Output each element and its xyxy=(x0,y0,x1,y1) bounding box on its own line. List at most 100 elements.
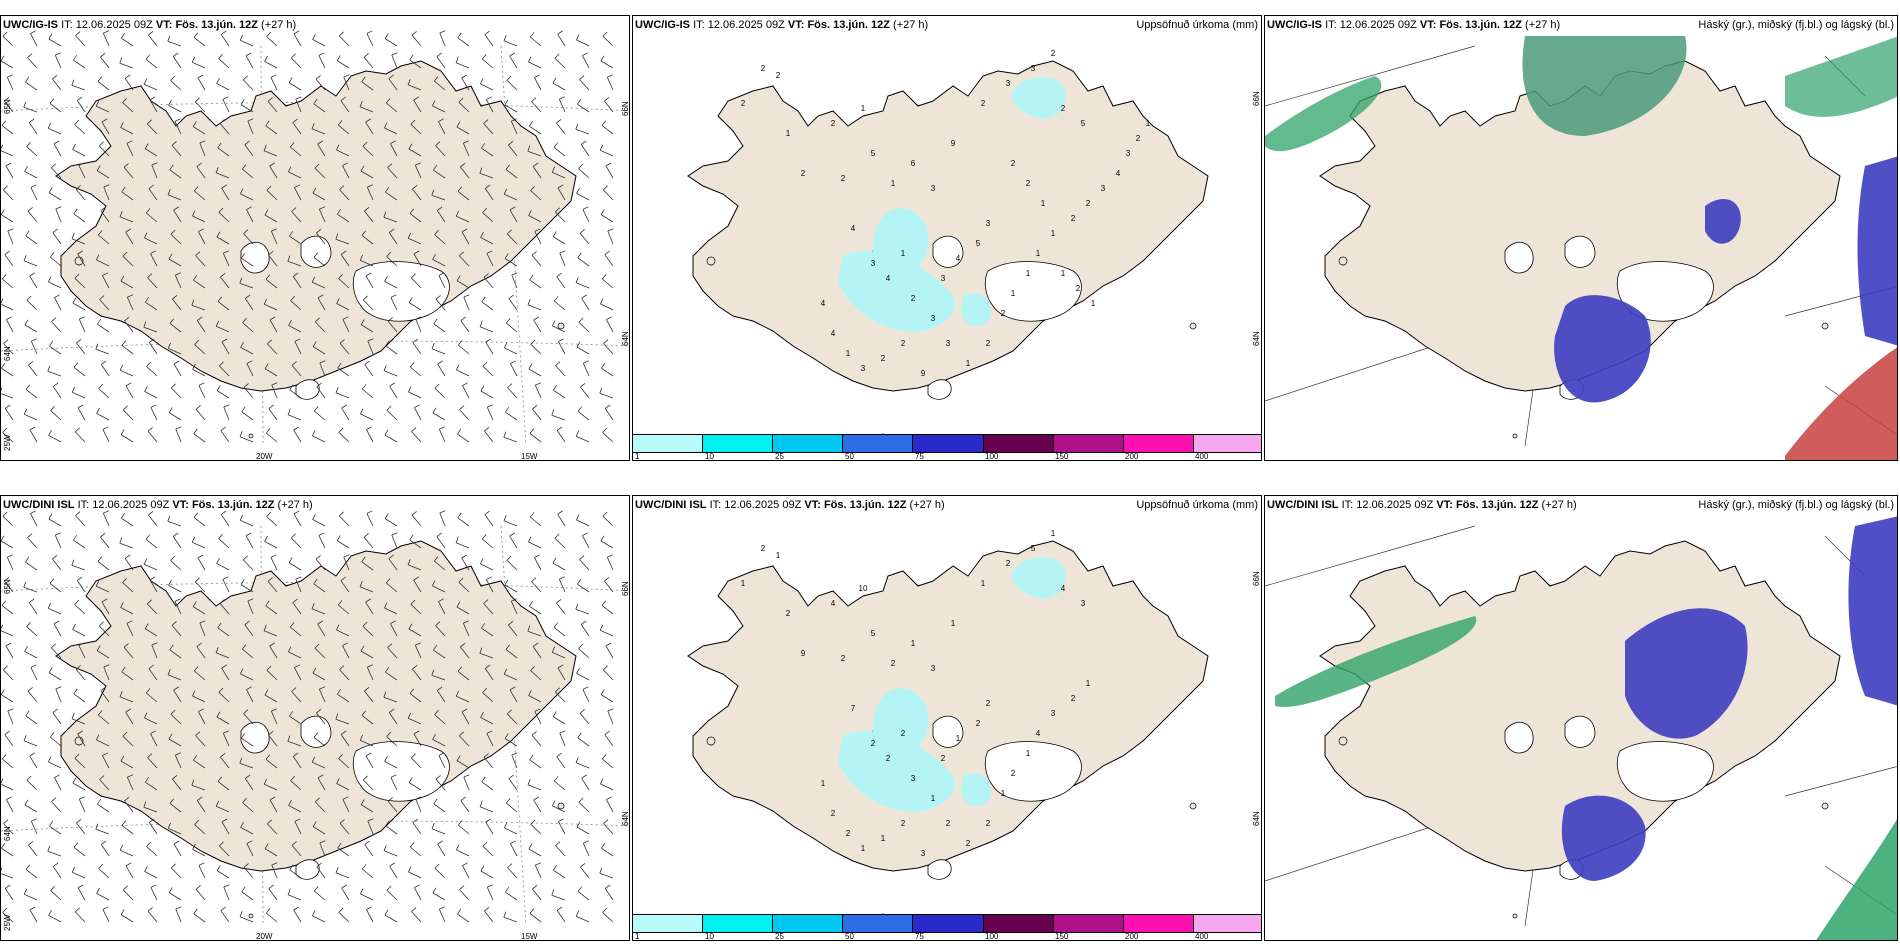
wind-barb xyxy=(553,296,566,311)
wind-barb xyxy=(50,405,62,421)
wind-barb xyxy=(1,55,14,69)
wind-barb xyxy=(527,625,542,637)
wind-barb xyxy=(553,622,566,637)
wind-barb xyxy=(216,865,230,879)
precip-value-label: 2 xyxy=(976,719,981,728)
precip-value-label: 4 xyxy=(886,274,891,283)
wind-barb xyxy=(481,534,494,549)
precip-value-label: 2 xyxy=(886,754,891,763)
wind-barb xyxy=(71,559,86,571)
colorbar-swatch xyxy=(703,915,774,932)
wind-barb xyxy=(604,730,614,747)
wind-barb xyxy=(439,30,446,47)
precip-value-label: 1 xyxy=(1091,299,1096,308)
wind-barb xyxy=(339,339,350,355)
wind-barb xyxy=(264,843,278,857)
wind-barb xyxy=(123,405,134,421)
wind-barb xyxy=(288,166,302,179)
wind-barb xyxy=(556,906,566,923)
wind-barb xyxy=(360,645,374,659)
wind-barb xyxy=(313,98,326,113)
lat-label-right-64n: 64N xyxy=(621,811,630,826)
precip-value-label: 2 xyxy=(986,699,991,708)
precip-value-label: 3 xyxy=(931,184,936,193)
precip-value-label: 3 xyxy=(1051,709,1056,718)
wind-barb xyxy=(312,667,326,681)
wind-barb xyxy=(269,316,278,333)
wind-barb xyxy=(408,386,422,399)
wind-barb xyxy=(435,775,446,791)
wind-barb xyxy=(49,820,62,835)
wind-barb xyxy=(119,537,134,549)
wind-barb xyxy=(383,691,398,703)
wind-barb xyxy=(196,316,206,333)
wind-barb xyxy=(527,779,542,791)
precip-value-label: 2 xyxy=(831,809,836,818)
wind-barb xyxy=(54,774,62,791)
wind-barb xyxy=(528,209,542,223)
precip-value-label: 4 xyxy=(831,599,836,608)
wind-barb xyxy=(287,255,302,267)
wind-barb xyxy=(124,74,134,91)
precip-value-label: 2 xyxy=(1011,159,1016,168)
lat-label-right-64n: 64N xyxy=(621,331,630,346)
wind-barb xyxy=(267,577,278,593)
wind-barb xyxy=(4,884,14,901)
wind-barb xyxy=(120,121,134,135)
wind-barb xyxy=(49,732,62,747)
wind-barb xyxy=(51,317,62,333)
wind-barb xyxy=(198,228,206,245)
precip-value-label: 1 xyxy=(1051,229,1056,238)
wind-barb xyxy=(385,820,398,835)
wind-barb xyxy=(264,363,278,377)
wind-barb xyxy=(509,52,518,69)
wind-barb xyxy=(239,34,254,47)
wind-barb xyxy=(412,184,422,201)
wind-barb xyxy=(599,867,614,879)
wind-barb xyxy=(531,97,542,113)
wind-barb xyxy=(462,620,470,637)
wind-barb xyxy=(486,404,494,421)
wind-barb xyxy=(96,407,110,421)
wind-barb xyxy=(23,408,38,421)
wind-barb xyxy=(366,184,374,201)
wind-barb xyxy=(343,74,350,91)
wind-barb xyxy=(148,664,158,681)
wind-barb xyxy=(342,642,350,659)
precip-value-label: 2 xyxy=(901,729,906,738)
wind-barb xyxy=(291,687,302,703)
wind-barb xyxy=(29,752,38,769)
wind-barb xyxy=(407,79,422,91)
precip-value-label: 1 xyxy=(741,579,746,588)
wind-barb xyxy=(311,123,326,135)
wind-barb xyxy=(606,74,614,91)
panel-header: UWC/IG-IS IT: 12.06.2025 09Z VT: Fös. 13… xyxy=(3,19,297,31)
wind-barb xyxy=(29,426,38,443)
wind-barb xyxy=(78,796,86,813)
wind-barb xyxy=(551,889,566,901)
wind-barb xyxy=(336,55,350,69)
wind-barb xyxy=(78,162,86,179)
wind-barb xyxy=(245,532,254,549)
wind-barb xyxy=(263,625,278,637)
wind-barb xyxy=(219,599,230,615)
wind-barb xyxy=(385,186,398,201)
precip-value-label: 2 xyxy=(831,119,836,128)
wind-barb xyxy=(601,362,614,377)
wind-barb xyxy=(72,297,86,311)
wind-barb xyxy=(191,536,206,549)
wind-barb xyxy=(342,162,350,179)
wind-barb xyxy=(103,184,110,201)
wind-barb xyxy=(316,228,326,245)
wind-barb xyxy=(366,426,374,443)
wind-barb-map xyxy=(1,30,629,447)
cloud-title: Háský (gr.), miðský (fj.bl.) og lágský (… xyxy=(1698,19,1894,31)
wind-barb xyxy=(361,710,374,725)
wind-barb xyxy=(436,686,446,703)
wind-barb xyxy=(263,778,278,791)
wind-barb xyxy=(148,30,158,47)
wind-barb xyxy=(340,576,350,593)
wind-barb xyxy=(433,556,446,571)
wind-barb xyxy=(25,384,38,399)
wind-barb xyxy=(215,320,230,333)
